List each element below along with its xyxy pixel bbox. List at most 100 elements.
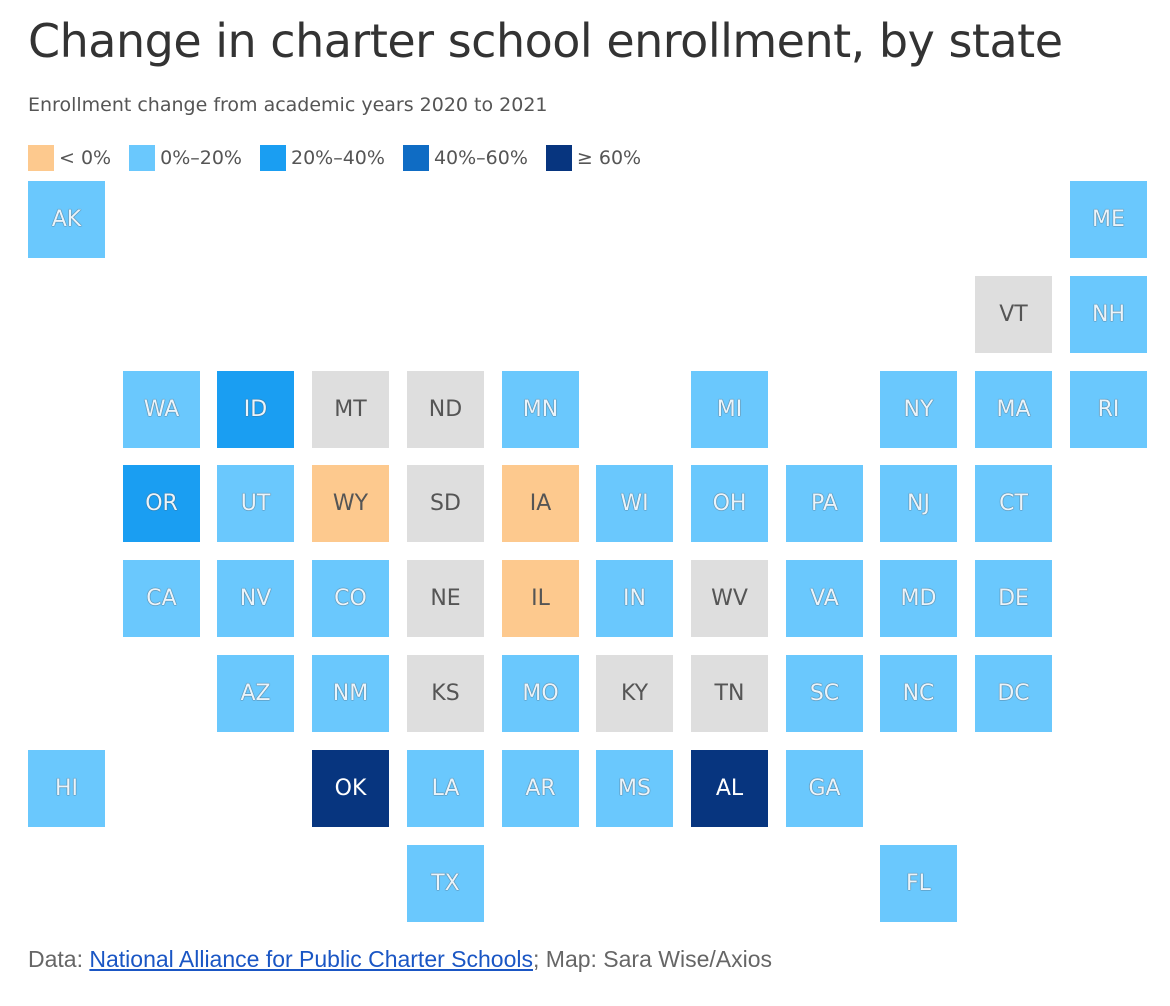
state-label: GA	[808, 776, 841, 801]
state-tile-al: AL	[691, 750, 768, 827]
state-tile-co: CO	[312, 560, 389, 637]
state-label: ND	[428, 397, 463, 422]
legend-label: < 0%	[59, 147, 112, 169]
state-label: WY	[332, 491, 369, 516]
state-tile-md: MD	[880, 560, 957, 637]
state-tile-fl: FL	[880, 845, 957, 922]
legend-label: 0%–20%	[160, 147, 242, 169]
source-link[interactable]: National Alliance for Public Charter Sch…	[89, 946, 533, 972]
state-tile-mn: MN	[502, 371, 579, 448]
state-tile-ak: AK	[28, 181, 105, 258]
state-label: MN	[522, 397, 559, 422]
state-label: HI	[54, 776, 79, 801]
state-tile-nm: NM	[312, 655, 389, 732]
state-label: OH	[712, 491, 747, 516]
state-tile-nv: NV	[217, 560, 294, 637]
state-label: KS	[431, 681, 460, 706]
state-tile-nj: NJ	[880, 465, 957, 542]
state-tile-la: LA	[407, 750, 484, 827]
state-label: OR	[145, 491, 178, 516]
state-label: AR	[525, 776, 556, 801]
state-tile-sd: SD	[407, 465, 484, 542]
state-label: MO	[522, 681, 559, 706]
state-label: IL	[531, 586, 550, 611]
state-tile-ks: KS	[407, 655, 484, 732]
legend-label: 40%–60%	[433, 147, 528, 169]
state-label: NH	[1092, 302, 1125, 327]
state-tile-ia: IA	[502, 465, 579, 542]
state-label: CO	[334, 586, 367, 611]
state-tile-ms: MS	[596, 750, 673, 827]
state-tile-az: AZ	[217, 655, 294, 732]
state-tile-nc: NC	[880, 655, 957, 732]
state-tile-tn: TN	[691, 655, 768, 732]
legend-item: 0%–20%	[129, 145, 242, 171]
state-tile-ok: OK	[312, 750, 389, 827]
state-label: MI	[716, 397, 743, 422]
state-tile-me: ME	[1070, 181, 1147, 258]
legend-swatch	[259, 145, 286, 171]
state-tile-nd: ND	[407, 371, 484, 448]
state-tile-mt: MT	[312, 371, 389, 448]
state-label: MS	[618, 776, 651, 801]
state-label: RI	[1097, 397, 1120, 422]
state-label: WV	[711, 586, 748, 611]
state-tile-id: ID	[217, 371, 294, 448]
state-tile-ky: KY	[596, 655, 673, 732]
legend: < 0% 0%–20% 20%–40% 40%–60% ≥ 60%	[28, 145, 659, 171]
credit-suffix: ; Map: Sara Wise/Axios	[533, 946, 773, 972]
state-tile-de: DE	[975, 560, 1052, 637]
state-label: LA	[431, 776, 460, 801]
legend-swatch	[28, 145, 54, 171]
state-label: NM	[332, 681, 369, 706]
state-tile-ma: MA	[975, 371, 1052, 448]
state-tile-hi: HI	[28, 750, 105, 827]
state-label: VA	[810, 586, 839, 611]
state-tile-ny: NY	[880, 371, 957, 448]
map-title: Change in charter school enrollment, by …	[28, 14, 1063, 68]
legend-item: ≥ 60%	[545, 145, 642, 171]
state-label: NY	[903, 397, 934, 422]
state-label: CA	[146, 586, 177, 611]
legend-label: 20%–40%	[290, 147, 385, 169]
state-label: UT	[240, 491, 271, 516]
state-tile-ga: GA	[786, 750, 863, 827]
state-tile-or: OR	[123, 465, 200, 542]
legend-swatch	[402, 145, 429, 171]
state-label: NE	[430, 586, 461, 611]
legend-label: ≥ 60%	[576, 147, 642, 169]
state-label: AZ	[240, 681, 271, 706]
state-label: MD	[900, 586, 937, 611]
state-tile-sc: SC	[786, 655, 863, 732]
legend-item: 40%–60%	[402, 145, 528, 171]
state-tile-nh: NH	[1070, 276, 1147, 353]
state-tile-ut: UT	[217, 465, 294, 542]
state-label: MT	[334, 397, 367, 422]
state-label: IA	[529, 491, 552, 516]
state-label: MA	[996, 397, 1031, 422]
state-label: WA	[143, 397, 180, 422]
state-tile-mo: MO	[502, 655, 579, 732]
map-subtitle: Enrollment change from academic years 20…	[28, 94, 548, 116]
state-tile-wi: WI	[596, 465, 673, 542]
state-label: SC	[809, 681, 840, 706]
state-tile-mi: MI	[691, 371, 768, 448]
state-tile-wy: WY	[312, 465, 389, 542]
state-tile-ca: CA	[123, 560, 200, 637]
state-label: KY	[620, 681, 649, 706]
state-label: WI	[620, 491, 649, 516]
state-label: DC	[997, 681, 1030, 706]
source-prefix: Data:	[28, 946, 90, 972]
state-label: AK	[51, 207, 82, 232]
state-label: VT	[999, 302, 1028, 327]
state-tile-tx: TX	[407, 845, 484, 922]
state-label: TN	[714, 681, 745, 706]
state-label: PA	[811, 491, 838, 516]
state-label: TX	[431, 871, 460, 896]
state-tile-wv: WV	[691, 560, 768, 637]
state-tile-pa: PA	[786, 465, 863, 542]
state-label: AL	[715, 776, 744, 801]
state-label: FL	[906, 871, 931, 896]
state-label: CT	[999, 491, 1028, 516]
state-tile-ne: NE	[407, 560, 484, 637]
